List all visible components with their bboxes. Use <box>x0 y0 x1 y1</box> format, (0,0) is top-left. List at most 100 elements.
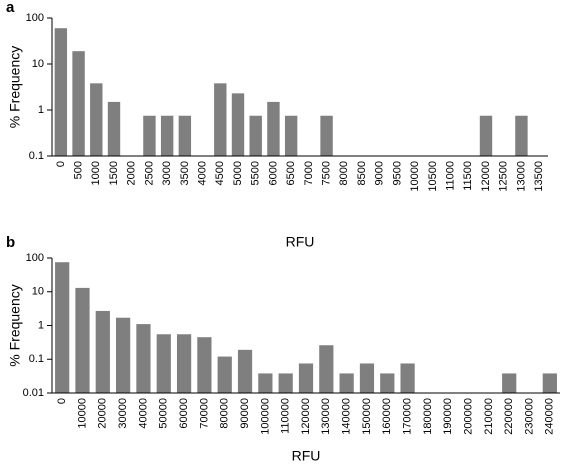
x-tick-label: 180000 <box>422 398 434 435</box>
x-tick-label: 240000 <box>544 398 556 435</box>
bar <box>214 83 227 156</box>
x-tick-label: 1000 <box>90 161 102 185</box>
bar <box>479 115 493 156</box>
bar <box>75 287 90 393</box>
x-tick-label: 5500 <box>250 161 262 185</box>
bar <box>267 101 280 156</box>
bar <box>197 337 212 393</box>
x-tick-label: 6000 <box>267 161 279 185</box>
x-tick-label: 3000 <box>161 161 173 185</box>
x-tick-label: 230000 <box>523 398 535 435</box>
x-tick-label: 4000 <box>196 161 208 185</box>
x-tick-label: 150000 <box>361 398 373 435</box>
bar <box>55 262 70 393</box>
bar <box>107 101 121 156</box>
x-tick-label: 170000 <box>402 398 414 435</box>
bar <box>143 115 156 156</box>
bar <box>258 373 273 393</box>
bar <box>231 93 245 156</box>
y-tick-label: 0.1 <box>29 353 44 365</box>
x-tick-label: 140000 <box>341 398 353 435</box>
x-tick-label: 120000 <box>300 398 312 435</box>
bar <box>339 373 354 393</box>
x-tick-label: 13000 <box>515 161 527 192</box>
x-tick-label: 130000 <box>320 398 332 435</box>
x-tick-label: 7000 <box>303 161 315 185</box>
y-tick-label: 1 <box>38 104 44 116</box>
x-tick-label: 50000 <box>158 398 170 429</box>
x-tick-label: 10000 <box>409 161 421 192</box>
panel-label: a <box>6 0 15 16</box>
x-tick-label: 1500 <box>108 161 120 185</box>
x-tick-label: 7500 <box>320 161 332 185</box>
bar <box>156 334 171 393</box>
bar <box>217 356 232 393</box>
x-tick-label: 4500 <box>214 161 226 185</box>
bar <box>136 324 151 393</box>
bar <box>502 373 517 393</box>
x-tick-label: 8000 <box>338 161 350 185</box>
bar <box>160 115 174 156</box>
bar <box>400 363 415 393</box>
bar <box>380 373 395 393</box>
x-tick-label: 100000 <box>259 398 271 435</box>
x-tick-label: 500 <box>72 161 84 179</box>
x-tick-label: 9500 <box>391 161 403 185</box>
x-tick-label: 11000 <box>444 161 456 191</box>
bar <box>72 51 85 156</box>
x-tick-label: 210000 <box>483 398 495 435</box>
x-tick-label: 20000 <box>97 398 109 429</box>
x-tick-label: 40000 <box>137 398 149 429</box>
x-tick-label: 190000 <box>442 398 454 435</box>
x-tick-label: 8500 <box>356 161 368 185</box>
bar <box>116 317 131 393</box>
bar <box>237 349 253 393</box>
x-tick-label: 200000 <box>462 398 474 435</box>
x-tick-label: 10500 <box>427 161 439 192</box>
x-tick-label: 11500 <box>462 161 474 191</box>
panel-label: b <box>6 234 15 251</box>
x-tick-label: 80000 <box>219 398 231 429</box>
x-tick-label: 13500 <box>533 161 545 192</box>
bar <box>178 115 192 156</box>
x-tick-label: 30000 <box>117 398 129 429</box>
x-tick-label: 90000 <box>239 398 251 429</box>
x-tick-label: 70000 <box>198 398 210 429</box>
x-tick-label: 60000 <box>178 398 190 429</box>
bar <box>298 363 314 393</box>
x-tick-label: 160000 <box>381 398 393 435</box>
x-tick-label: 9000 <box>374 161 386 185</box>
bar <box>278 373 293 393</box>
bar <box>320 115 333 156</box>
x-tick-label: 12000 <box>480 161 492 192</box>
y-tick-label: 0.1 <box>29 150 44 162</box>
bar <box>359 363 375 393</box>
x-tick-label: 110000 <box>280 398 292 434</box>
x-tick-label: 2500 <box>143 161 155 185</box>
x-tick-label: 12500 <box>498 161 510 192</box>
bar <box>249 115 262 156</box>
x-axis-label: RFU <box>286 234 315 250</box>
y-tick-label: 100 <box>26 12 44 24</box>
bar <box>90 83 103 156</box>
y-tick-label: 1 <box>38 319 44 331</box>
x-tick-label: 6500 <box>285 161 297 185</box>
bar <box>515 115 528 156</box>
bar <box>319 345 334 393</box>
bar <box>542 373 557 393</box>
y-axis-label: % Frequency <box>7 46 23 128</box>
bar <box>284 115 298 156</box>
y-tick-label: 100 <box>26 252 44 264</box>
x-tick-label: 220000 <box>503 398 515 435</box>
bar <box>54 28 68 157</box>
x-tick-label: 2000 <box>126 161 138 185</box>
bar <box>176 334 192 393</box>
x-tick-label: 3500 <box>179 161 191 185</box>
x-axis-label: RFU <box>292 448 321 464</box>
y-axis-label: % Frequency <box>7 284 23 366</box>
x-tick-label: 0 <box>55 161 67 167</box>
y-tick-label: 10 <box>32 58 44 70</box>
y-tick-label: 10 <box>32 286 44 298</box>
x-tick-label: 5000 <box>232 161 244 185</box>
